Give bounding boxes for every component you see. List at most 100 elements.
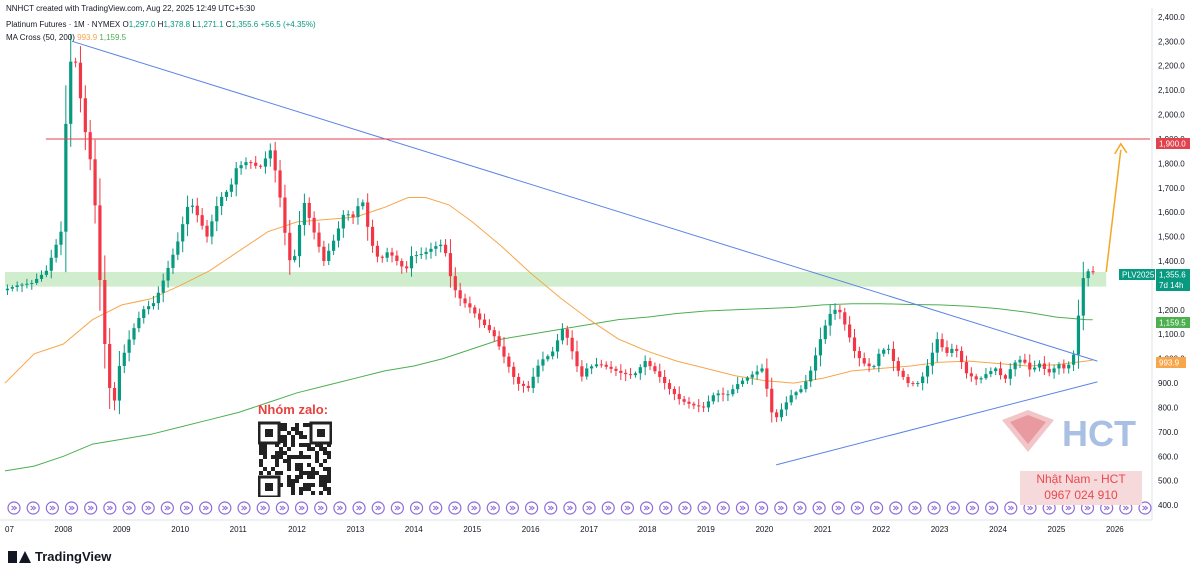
candle[interactable] (955, 344, 959, 358)
candle[interactable] (1028, 354, 1032, 377)
event-marker[interactable] (84, 501, 98, 515)
support-zone[interactable] (5, 271, 1107, 287)
candle[interactable] (171, 248, 175, 274)
candle[interactable] (375, 240, 380, 263)
event-marker[interactable] (409, 501, 424, 515)
event-marker[interactable] (524, 501, 539, 515)
candle[interactable] (998, 361, 1003, 380)
candle[interactable] (677, 386, 681, 405)
candle[interactable] (857, 346, 861, 367)
candle[interactable] (599, 359, 603, 368)
candle[interactable] (307, 197, 311, 226)
candle[interactable] (215, 196, 219, 232)
candle[interactable] (263, 151, 268, 174)
candle[interactable] (560, 323, 565, 345)
event-marker[interactable] (103, 501, 117, 515)
candle[interactable] (463, 293, 467, 308)
candle[interactable] (419, 247, 423, 259)
event-marker[interactable] (1004, 501, 1018, 515)
event-marker[interactable] (620, 501, 635, 515)
candle[interactable] (809, 366, 813, 388)
candle[interactable] (590, 364, 594, 375)
candle[interactable] (351, 211, 355, 225)
candle[interactable] (1037, 360, 1042, 372)
candle[interactable] (531, 367, 535, 393)
candle[interactable] (750, 371, 754, 385)
event-marker[interactable] (697, 501, 711, 515)
event-marker[interactable] (256, 501, 270, 515)
candle[interactable] (784, 396, 788, 417)
candle[interactable] (1042, 356, 1046, 376)
candle[interactable] (64, 85, 68, 273)
candle[interactable] (731, 384, 735, 397)
candle[interactable] (283, 184, 287, 246)
candle[interactable] (302, 193, 306, 236)
candle[interactable] (1023, 353, 1027, 365)
event-marker[interactable] (218, 501, 232, 515)
candle[interactable] (176, 232, 180, 261)
candle[interactable] (585, 363, 589, 380)
event-marker[interactable] (678, 501, 692, 515)
candle[interactable] (862, 352, 866, 367)
candle[interactable] (979, 376, 983, 384)
candle[interactable] (775, 409, 779, 423)
candle[interactable] (424, 247, 428, 260)
event-marker[interactable] (889, 501, 903, 515)
candle[interactable] (487, 319, 491, 333)
event-marker[interactable] (755, 501, 769, 515)
candle[interactable] (799, 385, 803, 394)
candle[interactable] (551, 346, 555, 360)
candle[interactable] (59, 221, 63, 256)
candle[interactable] (687, 397, 691, 409)
event-marker[interactable] (639, 501, 654, 515)
candle[interactable] (44, 265, 48, 278)
candle[interactable] (161, 273, 165, 303)
candle[interactable] (380, 255, 384, 263)
event-marker[interactable] (141, 501, 155, 515)
candle[interactable] (15, 281, 19, 292)
candle[interactable] (103, 255, 107, 369)
candle[interactable] (755, 365, 759, 380)
candle[interactable] (293, 249, 297, 263)
candle[interactable] (823, 319, 827, 344)
candle[interactable] (390, 247, 394, 263)
candle[interactable] (969, 367, 973, 382)
candle[interactable] (760, 363, 764, 374)
event-marker[interactable] (122, 501, 136, 515)
candle[interactable] (614, 366, 618, 376)
event-marker[interactable] (199, 501, 213, 515)
event-marker[interactable] (793, 501, 807, 515)
candle[interactable] (648, 357, 652, 371)
indicator-legend[interactable]: MA Cross (50, 200) 993.9 1,159.5 (6, 33, 126, 42)
candle[interactable] (239, 161, 243, 175)
candle[interactable] (745, 375, 750, 385)
candle[interactable] (877, 348, 881, 373)
candle[interactable] (1086, 268, 1090, 287)
candle[interactable] (268, 143, 272, 167)
event-marker[interactable] (486, 501, 500, 515)
event-marker[interactable] (26, 501, 40, 515)
event-marker[interactable] (812, 501, 826, 515)
event-marker[interactable] (1080, 501, 1095, 515)
candle[interactable] (930, 342, 934, 375)
candle[interactable] (181, 216, 185, 253)
event-marker[interactable] (927, 501, 941, 515)
event-marker[interactable] (985, 501, 999, 515)
candle[interactable] (385, 247, 389, 262)
candle[interactable] (244, 157, 248, 170)
candle[interactable] (1067, 361, 1071, 374)
candle[interactable] (1033, 360, 1037, 373)
candle[interactable] (20, 282, 24, 293)
event-marker[interactable] (314, 501, 328, 515)
candle[interactable] (30, 279, 34, 290)
candle[interactable] (332, 234, 336, 256)
candle[interactable] (906, 373, 910, 388)
candle[interactable] (555, 333, 560, 359)
candle[interactable] (1013, 359, 1017, 377)
candle[interactable] (405, 261, 409, 273)
candle[interactable] (458, 282, 462, 307)
candle[interactable] (156, 286, 160, 310)
candle[interactable] (721, 387, 725, 402)
candle[interactable] (896, 357, 900, 377)
